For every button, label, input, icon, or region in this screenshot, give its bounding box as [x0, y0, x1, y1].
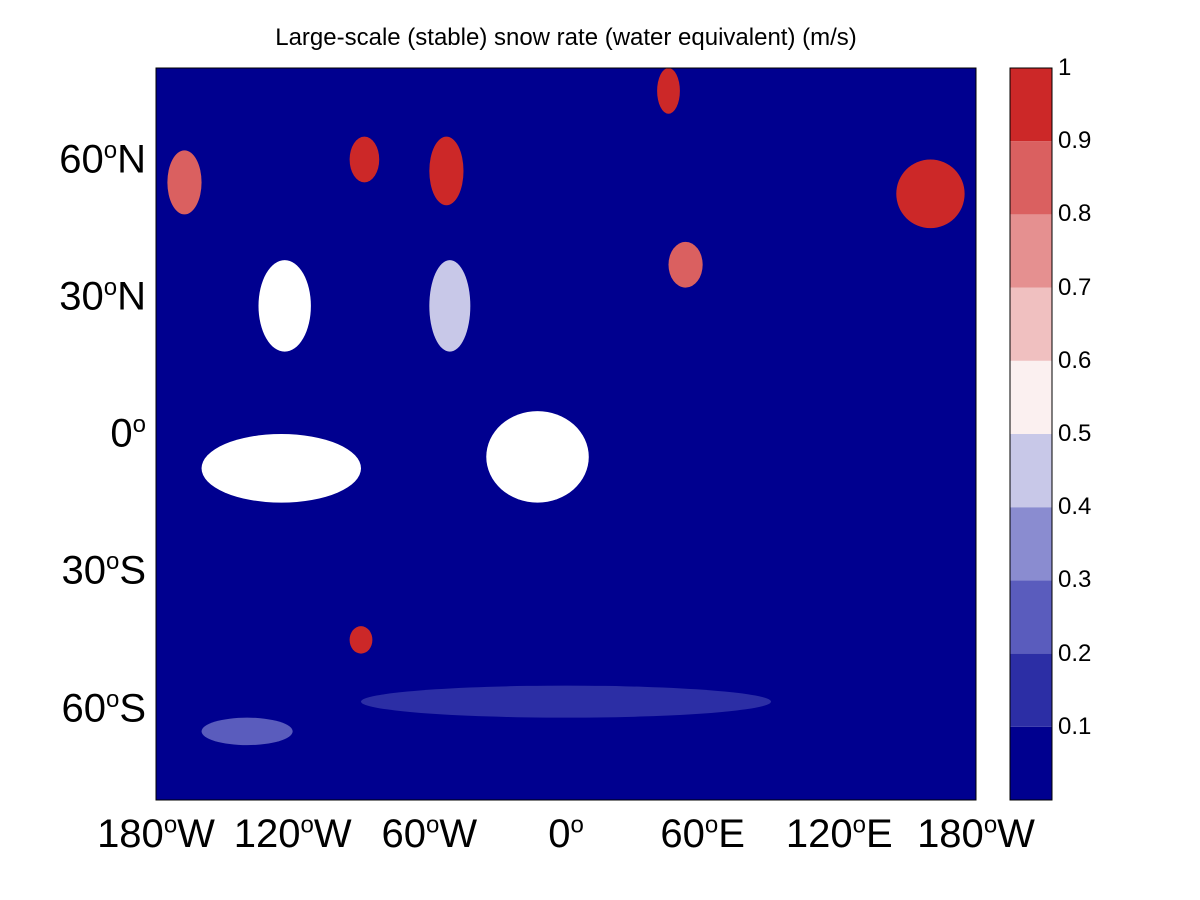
colorbar-tick-label: 0.9 — [1058, 127, 1092, 155]
y-tick-label: 30oS — [61, 548, 146, 593]
colorbar-tick-label: 0.3 — [1058, 566, 1092, 594]
field-region-10 — [349, 626, 373, 654]
colorbar-tick-label: 0.4 — [1058, 493, 1092, 521]
y-tick-label: 60oS — [61, 685, 146, 730]
y-tick-label: 30oN — [59, 273, 146, 319]
colorbar-segment-1 — [1010, 653, 1052, 727]
snow-field — [167, 68, 965, 746]
field-region-4 — [668, 241, 703, 288]
x-tick-label: 0o — [548, 811, 584, 856]
colorbar-segment-7 — [1010, 214, 1052, 288]
colorbar-tick-label: 0.8 — [1058, 200, 1092, 228]
colorbar-segment-6 — [1010, 287, 1052, 361]
field-region-8 — [657, 68, 680, 114]
plot-frame — [155, 67, 977, 801]
colorbar-tick-label: 1 — [1058, 54, 1072, 81]
field-region-2 — [201, 434, 361, 503]
y-tick-label: 0o — [110, 411, 146, 456]
chart-title: Large-scale (stable) snow rate (water eq… — [275, 24, 857, 51]
colorbar — [1009, 67, 1053, 801]
y-tick-label: 60oN — [59, 136, 146, 181]
field-region-11 — [201, 717, 293, 746]
x-tick-label: 180oW — [917, 811, 1035, 856]
field-region-6 — [349, 136, 380, 183]
colorbar-tick-label: 0.6 — [1058, 346, 1092, 374]
colorbar-segment-9 — [1010, 68, 1052, 142]
field-region-12 — [361, 685, 771, 718]
x-tick-label: 60oE — [660, 811, 745, 856]
field-region-3 — [486, 411, 589, 503]
x-tick-label: 120oW — [233, 811, 352, 856]
colorbar-tick-label: 0.7 — [1058, 273, 1092, 301]
colorbar-segment-3 — [1010, 507, 1052, 581]
colorbar-segment-8 — [1010, 141, 1052, 215]
colorbar-tick-label: 0.2 — [1058, 639, 1092, 667]
colorbar-tick-label: 0.5 — [1058, 420, 1092, 447]
field-region-0 — [258, 260, 311, 352]
x-tick-label: 60oW — [381, 811, 478, 856]
field-region-1 — [429, 260, 471, 352]
colorbar-tick-label: 0.1 — [1058, 712, 1092, 740]
x-tick-label: 120oE — [785, 811, 893, 856]
field-region-5 — [167, 150, 202, 215]
x-tick-label: 180oW — [97, 811, 215, 856]
colorbar-segment-2 — [1010, 580, 1052, 654]
field-region-7 — [429, 136, 464, 206]
colorbar-segment-4 — [1010, 434, 1052, 508]
colorbar-segment-0 — [1010, 726, 1052, 800]
colorbar-segment-5 — [1010, 360, 1052, 434]
field-region-9 — [896, 159, 965, 229]
colorbar-frame — [1009, 67, 1053, 801]
